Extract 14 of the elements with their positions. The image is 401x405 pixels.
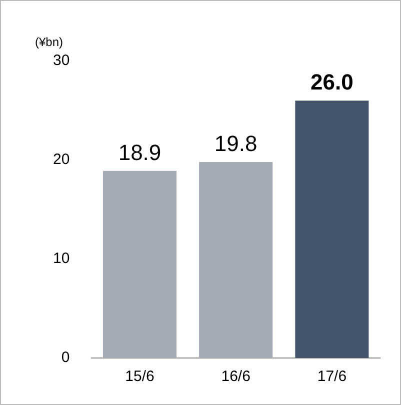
y-axis-title: (¥bn): [35, 35, 64, 49]
bar: [295, 100, 369, 358]
y-tick-label: 20: [52, 151, 70, 168]
bar: [199, 162, 273, 358]
x-tick-label: 16/6: [221, 368, 250, 386]
y-tick-label: 10: [52, 250, 70, 268]
x-tick-label: 15/6: [125, 368, 154, 386]
data-label: 26.0: [310, 70, 354, 95]
y-tick-label: 0: [61, 349, 70, 366]
y-tick-label: 30: [52, 52, 70, 70]
data-label: 18.9: [118, 140, 162, 165]
bar: [102, 170, 176, 358]
x-tick-label: 17/6: [317, 368, 347, 386]
data-label: 19.8: [214, 131, 258, 156]
